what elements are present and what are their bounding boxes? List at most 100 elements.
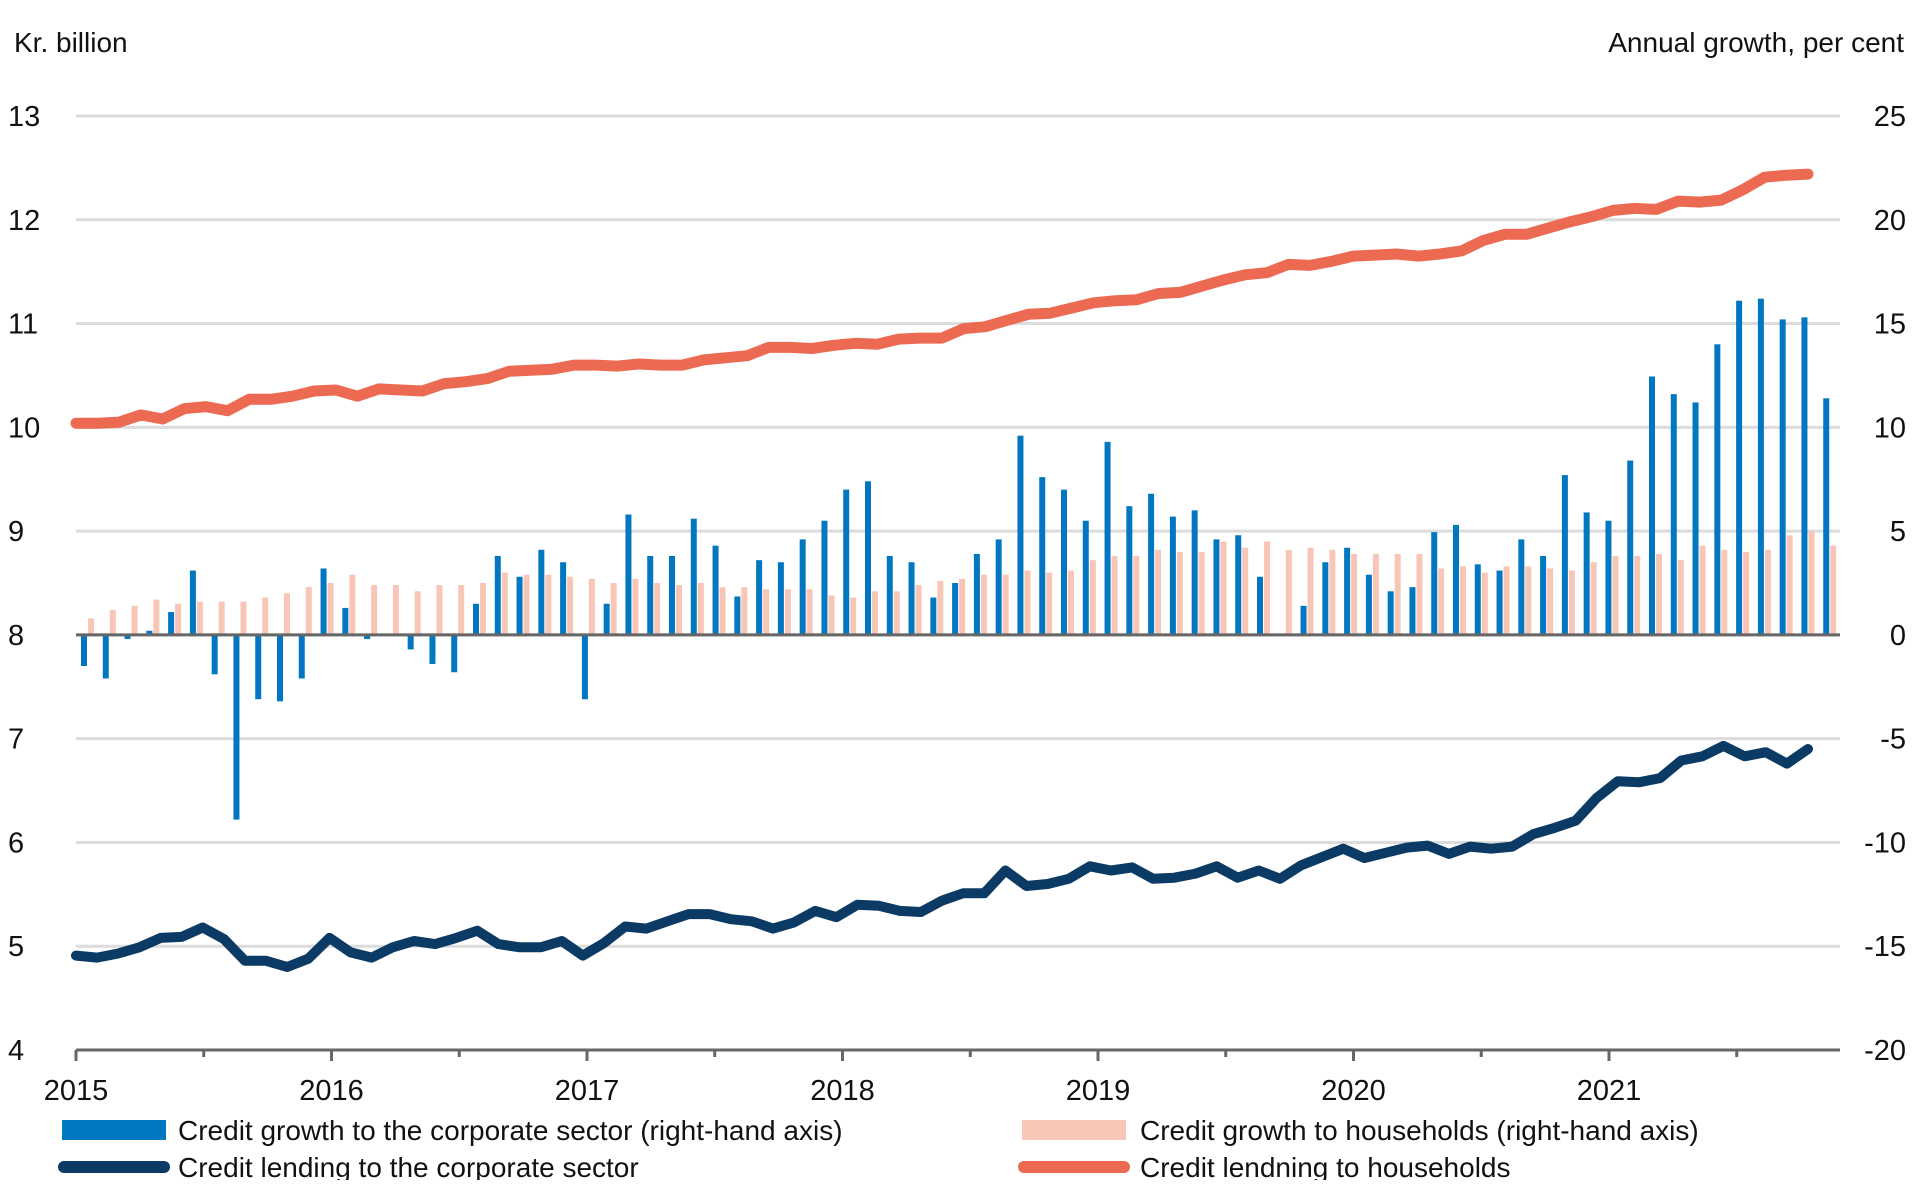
corporate-growth-bar	[1496, 570, 1503, 635]
household-growth-bar	[436, 585, 443, 635]
household-growth-bar	[1743, 551, 1750, 635]
corporate-growth-bar	[124, 634, 131, 640]
household-growth-bar	[850, 597, 857, 635]
corporate-growth-bar	[886, 556, 893, 635]
household-growth-bar	[1460, 566, 1466, 635]
corporate-growth-bar	[1714, 344, 1721, 635]
corporate-growth-bar	[1191, 510, 1198, 635]
right-tick-label: 10	[1874, 412, 1906, 444]
corporate-growth-bar	[1061, 489, 1067, 635]
corporate-growth-bar	[407, 634, 414, 650]
household-growth-bar	[218, 601, 225, 635]
corporate-growth-bar	[1148, 493, 1155, 635]
corporate-growth-bar	[1213, 539, 1220, 635]
legend-label: Credit growth to the corporate sector (r…	[178, 1115, 843, 1146]
corporate-growth-bar	[298, 634, 305, 679]
household-growth-bar	[392, 585, 399, 635]
left-tick-label: 12	[8, 205, 40, 237]
legend: Credit growth to the corporate sector (r…	[58, 1115, 1699, 1183]
corporate-growth-bar	[777, 562, 784, 635]
household-growth-bar	[610, 583, 617, 635]
corporate-growth-bar	[102, 634, 109, 679]
right-tick-label: 15	[1874, 309, 1906, 341]
corporate-growth-bar	[908, 562, 915, 635]
x-tick-label: 2018	[810, 1075, 875, 1107]
legend-label: Credit lending to the corporate sector	[178, 1152, 639, 1180]
corporate-growth-bar	[1736, 300, 1743, 635]
household-growth-bar	[741, 587, 748, 635]
corporate-growth-bar	[451, 634, 458, 673]
household-growth-bar	[240, 601, 247, 635]
household-growth-bar	[1416, 553, 1423, 635]
right-tick-label: 0	[1890, 620, 1906, 652]
right-tick-label: 25	[1874, 101, 1906, 133]
corporate-growth-bar	[1257, 576, 1263, 635]
corporate-growth-bar	[1649, 376, 1655, 635]
corporate-growth-bar	[756, 560, 763, 635]
corporate-growth-bar	[647, 556, 654, 635]
corporate-growth-bar	[560, 562, 567, 635]
corporate-growth-bar	[1082, 520, 1089, 635]
legend-item-corporate-lending: Credit lending to the corporate sector	[58, 1152, 639, 1183]
lines	[70, 168, 1814, 972]
corporate-growth-bar	[1823, 398, 1830, 635]
corporate-growth-bar	[1453, 524, 1459, 635]
household-growth-bar	[501, 572, 508, 635]
corporate-growth-bar	[581, 634, 588, 700]
left-tick-label: 4	[8, 1035, 24, 1067]
household-growth-bar	[1590, 562, 1597, 635]
corporate-growth-bar	[494, 556, 501, 635]
household-growth-bar	[1699, 545, 1706, 635]
corporate-growth-bar	[538, 549, 545, 635]
right-tick-label: -5	[1880, 724, 1906, 756]
corporate-growth-bar	[1801, 317, 1808, 635]
corporate-growth-bar	[516, 576, 523, 635]
corporate-growth-bar	[1605, 520, 1612, 635]
household-growth-bar	[1525, 566, 1532, 635]
corporate-growth-bar	[669, 556, 675, 635]
left-tick-label: 5	[8, 931, 24, 963]
household-growth-bar	[1329, 549, 1336, 635]
legend-item-corporate-growth: Credit growth to the corporate sector (r…	[62, 1115, 843, 1146]
household-growth-bar	[1372, 553, 1379, 635]
corporate-growth-bar	[211, 634, 218, 675]
household-growth-bar	[1264, 541, 1270, 635]
household-growth-bar	[893, 591, 900, 635]
x-tick-label: 2017	[555, 1075, 620, 1107]
legend-item-household-lending: Credit lendning to households	[1018, 1152, 1510, 1183]
left-axis-title: Kr. billion	[14, 27, 128, 58]
household-lending-line	[70, 168, 1814, 429]
corporate-growth-bar	[1692, 402, 1699, 635]
corporate-growth-bar	[146, 630, 153, 635]
household-growth-bar	[588, 578, 595, 635]
household-growth-bar	[349, 574, 356, 635]
corporate-growth-bar	[1344, 547, 1351, 635]
corporate-growth-bar	[952, 583, 959, 635]
corporate-growth-bar	[865, 481, 871, 635]
corporate-growth-bar	[1126, 506, 1133, 635]
household-growth-bar	[1198, 551, 1205, 635]
corporate-growth-bar	[189, 570, 196, 635]
corporate-growth-bar	[1322, 562, 1329, 635]
household-growth-bar	[1351, 553, 1358, 635]
household-growth-bar	[1677, 560, 1684, 635]
corporate-growth-bar	[1474, 564, 1481, 635]
x-tick-label: 2015	[44, 1075, 109, 1107]
left-tick-label: 13	[8, 101, 40, 133]
household-growth-bar	[262, 597, 269, 635]
corporate-growth-bar	[473, 603, 479, 635]
household-growth-bar	[371, 585, 378, 635]
household-growth-bar	[980, 574, 987, 635]
household-growth-bar	[697, 583, 704, 635]
corporate-growth-bar	[1300, 605, 1307, 635]
household-growth-bar	[1503, 566, 1510, 635]
x-tick-label: 2020	[1321, 1075, 1386, 1107]
corporate-growth-bar	[1561, 475, 1568, 635]
right-tick-label: 5	[1890, 516, 1906, 548]
household-growth-bar	[654, 583, 661, 635]
household-growth-bar	[1002, 574, 1009, 635]
household-growth-bar	[1068, 570, 1074, 635]
household-growth-bar	[545, 574, 552, 635]
left-tick-label: 9	[8, 516, 24, 548]
